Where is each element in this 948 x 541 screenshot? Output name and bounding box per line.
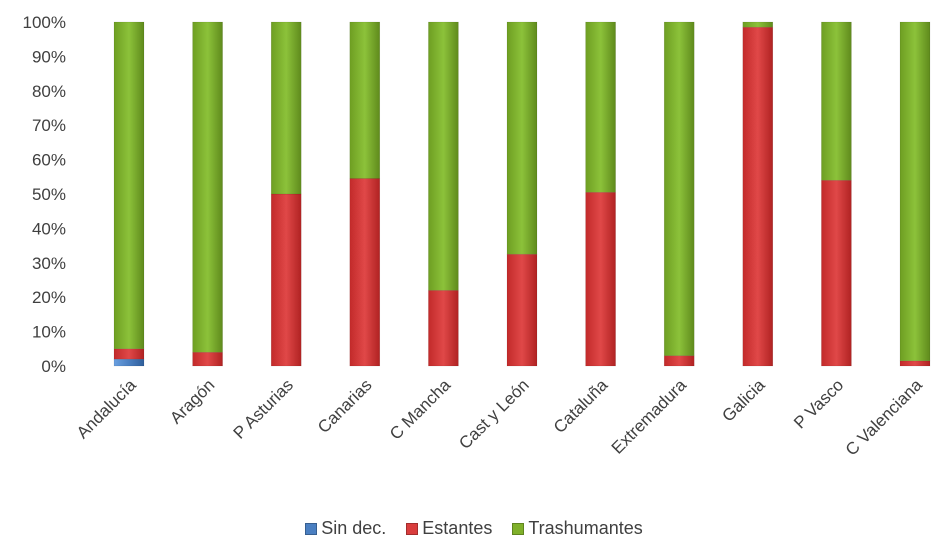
y-axis-ticks: 0% 10% 20% 30% 40% 50% 60% 70% 80% 90% 100%: [23, 13, 66, 376]
x-category-label: P Asturias: [230, 375, 297, 442]
x-category-label: Galicia: [718, 375, 769, 426]
legend-swatch: [305, 522, 318, 535]
bar-trashumantes-2: [270, 21, 302, 195]
bar-estantes-3: [349, 178, 381, 367]
y-tick-label: 70%: [32, 116, 66, 135]
x-category-label: Canarias: [314, 375, 376, 437]
bar-trashumantes-3: [349, 21, 381, 179]
bar-trashumantes-0: [113, 21, 145, 350]
bar-trashumantes-10: [899, 21, 931, 362]
bar-trashumantes-6: [585, 21, 616, 193]
y-tick-label: 90%: [32, 47, 66, 66]
bar-estantes-10: [899, 360, 931, 367]
legend-swatch: [406, 522, 419, 535]
legend-swatch: [512, 522, 525, 535]
bar-sin-dec-0: [113, 358, 145, 367]
bar-estantes-6: [585, 192, 616, 367]
bar-trashumantes-9: [821, 21, 852, 181]
y-tick-label: 50%: [32, 185, 66, 204]
bars: [113, 21, 931, 367]
bar-trashumantes-4: [428, 21, 459, 291]
x-category-label: Andalucía: [73, 375, 140, 442]
y-tick-label: 40%: [32, 219, 66, 238]
x-category-label: C Mancha: [386, 375, 455, 444]
bar-estantes-7: [663, 355, 695, 367]
y-tick-label: 60%: [32, 151, 66, 170]
bar-estantes-9: [821, 179, 852, 367]
y-tick-label: 20%: [32, 288, 66, 307]
legend-label: Estantes: [422, 518, 493, 538]
bar-trashumantes-8: [742, 21, 774, 28]
y-tick-label: 80%: [32, 82, 66, 101]
x-category-label: Cataluña: [550, 375, 612, 437]
legend: Sin dec. Estantes Trashumantes: [0, 518, 948, 539]
bar-estantes-1: [192, 351, 223, 367]
y-tick-label: 30%: [32, 254, 66, 273]
bar-estantes-5: [506, 253, 538, 367]
x-category-label: Cast y León: [455, 375, 533, 453]
bar-trashumantes-1: [192, 21, 223, 353]
legend-item: Trashumantes: [512, 518, 643, 539]
x-category-label: C Valenciana: [842, 375, 926, 459]
legend-item: Sin dec.: [305, 518, 386, 539]
x-category-label: Extremadura: [608, 375, 691, 458]
bar-estantes-0: [113, 348, 145, 360]
x-category-label: P Vasco: [790, 375, 847, 432]
legend-item: Estantes: [406, 518, 492, 539]
y-tick-label: 0%: [41, 357, 66, 376]
bar-estantes-8: [742, 26, 774, 367]
x-category-label: Aragón: [166, 375, 218, 427]
y-tick-label: 10%: [32, 323, 66, 342]
stacked-bar-chart: 0% 10% 20% 30% 40% 50% 60% 70% 80% 90% 100% Andalu…: [23, 13, 931, 459]
bar-estantes-2: [270, 193, 302, 367]
bar-trashumantes-5: [506, 21, 538, 255]
bar-estantes-4: [428, 290, 459, 367]
y-tick-label: 100%: [23, 13, 66, 32]
x-axis-labels: Andalucía Aragón P Asturias Canarias C Manch…: [73, 375, 926, 459]
legend-label: Sin dec.: [321, 518, 387, 538]
bar-trashumantes-7: [663, 21, 695, 356]
legend-label: Trashumantes: [528, 518, 643, 538]
